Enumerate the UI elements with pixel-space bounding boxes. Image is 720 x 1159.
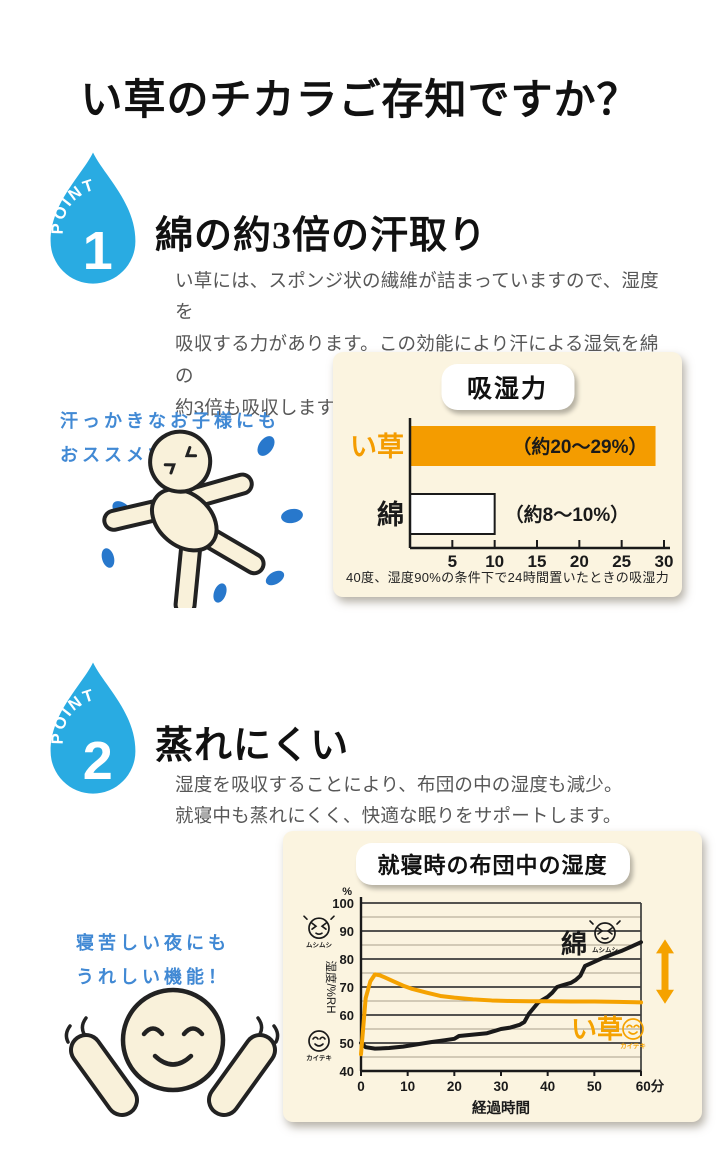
svg-text:100: 100: [332, 896, 354, 911]
point2-drop-icon: POINT 2: [49, 662, 136, 794]
svg-text:い草: い草: [350, 432, 404, 462]
point2-heading: 蒸れにくい: [155, 724, 350, 767]
svg-text:60分: 60分: [636, 1079, 665, 1094]
svg-text:40: 40: [540, 1079, 555, 1094]
svg-text:50: 50: [340, 1036, 354, 1051]
svg-text:50: 50: [587, 1079, 602, 1094]
svg-text:（約20～29%）: （約20～29%）: [512, 435, 647, 458]
svg-text:（約8～10%）: （約8～10%）: [505, 503, 630, 526]
point1-badge-number: 1: [83, 221, 113, 281]
svg-text:10: 10: [400, 1079, 415, 1094]
sweating-figure: [102, 429, 266, 608]
svg-text:5: 5: [448, 552, 457, 570]
chart2-title-badge: 就寝時の布団中の湿度: [355, 843, 630, 885]
svg-text:ムシムシ: ムシムシ: [592, 946, 619, 954]
svg-text:80: 80: [340, 952, 354, 967]
sweating-character-illustration: [101, 429, 303, 608]
svg-text:30: 30: [493, 1079, 508, 1094]
closed-eyes: [163, 446, 198, 475]
svg-text:15: 15: [528, 552, 547, 570]
point1-body: い草には、スポンジ状の繊維が詰まっていますので、湿度を 吸収する力があります。こ…: [175, 269, 659, 418]
point1-drop-icon: POINT 1: [49, 152, 136, 284]
chart1-caption: 40度、湿度90%の条件下で24時間置いたときの吸湿力: [345, 570, 670, 585]
happy-face: [141, 1026, 205, 1067]
point1-heading: 綿の約3倍の汗取り: [155, 214, 488, 257]
svg-text:カイテキ: カイテキ: [620, 1042, 646, 1050]
svg-text:70: 70: [340, 980, 354, 995]
svg-text:90: 90: [340, 924, 354, 939]
happy-character-illustration: [64, 987, 280, 1117]
svg-text:30: 30: [655, 552, 674, 570]
point2-badge-number: 2: [83, 731, 113, 791]
point2-note: 寝苦しい夜にも うれしい機能！: [76, 933, 230, 988]
svg-text:カイテキ: カイテキ: [306, 1054, 332, 1062]
svg-text:20: 20: [447, 1079, 462, 1094]
svg-text:綿: 綿: [561, 929, 587, 959]
humid-face-icon: ムシムシ: [589, 920, 621, 954]
svg-text:0: 0: [357, 1079, 365, 1094]
point2-body: 湿度を吸収することにより、布団の中の湿度も減少。 就寝中も蒸れにくく、快適な眠り…: [175, 773, 623, 827]
svg-text:綿: 綿: [377, 499, 404, 530]
humid-face-icon: ムシムシ: [303, 915, 335, 949]
sleep-humidity-line-chart: 40 50 60 70 80 90 100% 湿度/%RH 0 10 20 30 40 50 60分経過時間…: [303, 886, 674, 1117]
svg-text:25: 25: [612, 552, 631, 570]
svg-text:湿度/%RH: 湿度/%RH: [324, 960, 338, 1013]
svg-text:40: 40: [340, 1064, 354, 1079]
comfortable-face-icon: カイテキ: [306, 1030, 332, 1062]
svg-text:ムシムシ: ムシムシ: [306, 941, 333, 949]
svg-text:い草: い草: [571, 1014, 623, 1044]
svg-text:10: 10: [485, 552, 504, 570]
svg-text:60: 60: [340, 1008, 354, 1023]
comfortable-face-icon: カイテキ: [620, 1018, 646, 1050]
sleep-humidity-chart-panel: 就寝時の布団中の湿度 40 50 60 70 80 90 100% 湿度/%RH 0 10 20 30…: [283, 831, 702, 1122]
page-title: い草のチカラご存知ですか？: [80, 78, 640, 125]
svg-text:20: 20: [570, 552, 589, 570]
svg-text:経過時間: 経過時間: [472, 1099, 530, 1117]
motion-marks: [64, 1016, 280, 1044]
svg-text:%: %: [342, 886, 352, 898]
chart1-title-badge: 吸湿力: [440, 364, 575, 410]
